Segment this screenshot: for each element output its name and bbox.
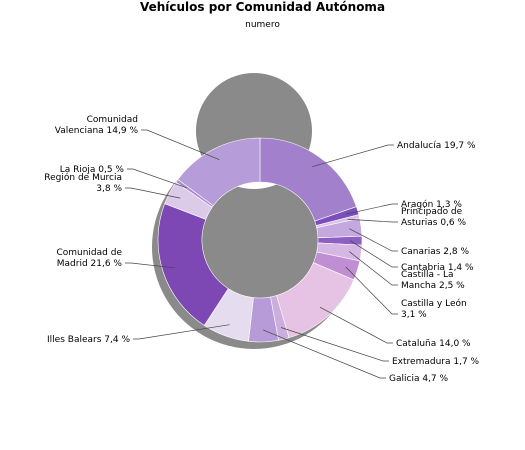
label-andaluc-a-19-7: Andalucía 19,7 % <box>397 141 476 151</box>
label-regi-n-de-murcia-3-8: Región de Murcia 3,8 % <box>44 172 122 194</box>
label-illes-balears-7-4: Illes Balears 7,4 % <box>47 335 130 345</box>
label-arag-n-1-3: Aragón 1,3 % <box>401 199 462 210</box>
label-castilla-y-le-n-3-1: Castilla y León 3,1 % <box>401 298 467 320</box>
leader-line-comunidad-de-madrid-21-6 <box>125 262 175 269</box>
labels-group: Andalucía 19,7 % Aragón 1,3 %Principado d… <box>44 115 479 384</box>
leader-line-principado-de-asturias-0-6 <box>347 218 398 223</box>
leader-line-galicia-4-7 <box>262 329 386 379</box>
leader-line-la-rioja-0-5 <box>127 168 187 189</box>
label-cantabria-1-4: Cantabria 1,4 % <box>401 263 474 273</box>
leader-line-regi-n-de-murcia-3-8 <box>125 187 181 199</box>
leader-line-illes-balears-7-4 <box>133 324 230 340</box>
leader-line-castilla-la-mancha-2-5 <box>349 251 398 286</box>
chart-title: Vehículos por Comunidad Autónoma <box>139 0 386 14</box>
leader-line-cantabria-1-4 <box>349 240 398 268</box>
leader-line-andaluc-a-19-7 <box>312 144 394 168</box>
slices-group <box>157 137 363 343</box>
label-canarias-2-8: Canarias 2,8 % <box>401 247 469 257</box>
chart-subtitle: numero <box>245 20 280 30</box>
leader-line-catalu-a-14-0 <box>319 306 393 344</box>
leader-lines-group <box>125 129 398 379</box>
slice-comunidad-valenciana-14-9 <box>177 137 261 207</box>
label-galicia-4-7: Galicia 4,7 % <box>389 374 448 384</box>
leader-line-comunidad-valenciana-14-9 <box>141 129 220 161</box>
label-la-rioja-0-5: La Rioja 0,5 % <box>60 165 125 175</box>
leader-line-extremadura-1-7 <box>280 327 389 362</box>
leader-line-arag-n-1-3 <box>346 203 398 215</box>
label-catalu-a-14-0: Cataluña 14,0 % <box>396 339 471 349</box>
label-principado-de-asturias-0-6: Principado de Asturias 0,6 % <box>401 207 467 228</box>
label-comunidad-valenciana-14-9: Comunidad Valenciana 14,9 % <box>55 115 139 136</box>
label-comunidad-de-madrid-21-6: Comunidad de Madrid 21,6 % <box>56 248 122 269</box>
label-castilla-la-mancha-2-5: Castilla - La Mancha 2,5 % <box>401 270 465 291</box>
leader-line-canarias-2-8 <box>349 228 398 252</box>
leader-line-castilla-y-le-n-3-1 <box>345 266 398 315</box>
label-extremadura-1-7: Extremadura 1,7 % <box>392 357 480 367</box>
